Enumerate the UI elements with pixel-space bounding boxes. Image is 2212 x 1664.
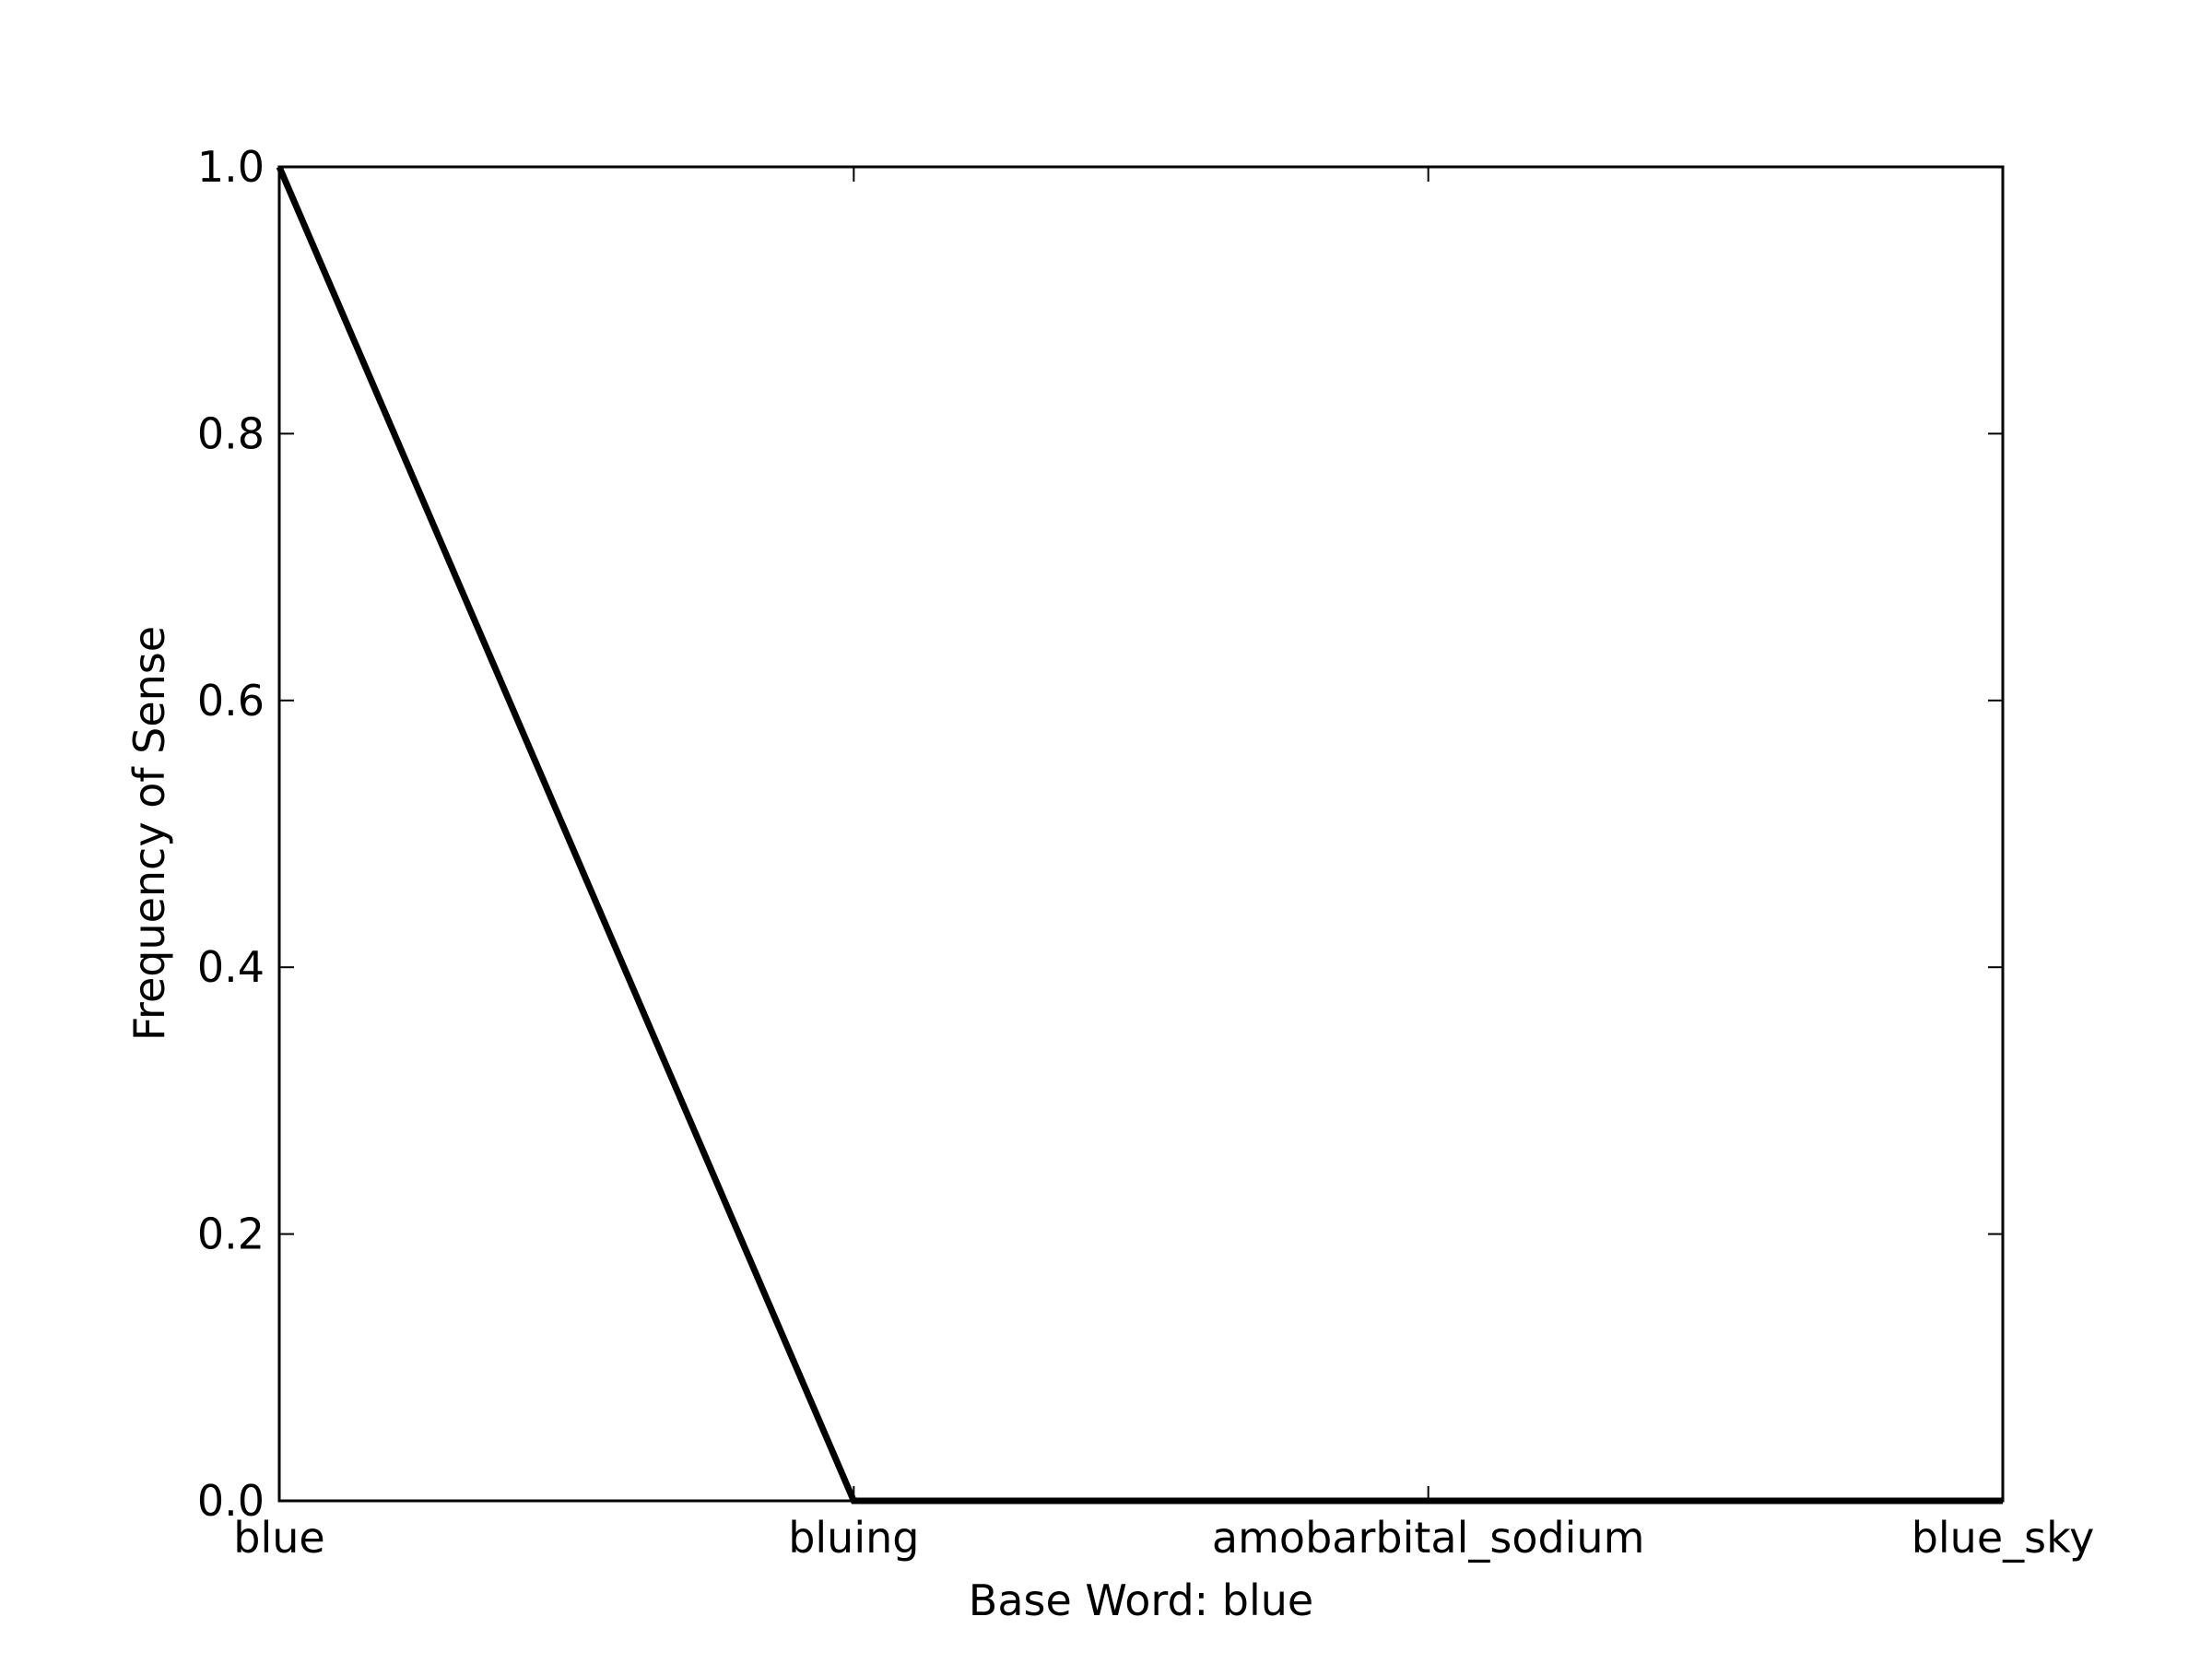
y-tick-label: 0.2 bbox=[197, 1210, 265, 1259]
y-axis-label: Frequency of Sense bbox=[124, 626, 174, 1041]
y-tick-label: 0.8 bbox=[197, 408, 265, 458]
x-tick-label: amobarbital_sodium bbox=[1212, 1513, 1644, 1563]
y-tick-label: 0.6 bbox=[197, 676, 265, 726]
y-tick-label: 1.0 bbox=[197, 142, 265, 192]
x-tick-label: blue_sky bbox=[1912, 1513, 2095, 1563]
x-axis-label: Base Word: blue bbox=[969, 1575, 1313, 1625]
y-tick-label: 0.4 bbox=[197, 942, 265, 992]
x-tick-label: bluing bbox=[788, 1513, 919, 1563]
x-tick-label: blue bbox=[233, 1513, 324, 1563]
